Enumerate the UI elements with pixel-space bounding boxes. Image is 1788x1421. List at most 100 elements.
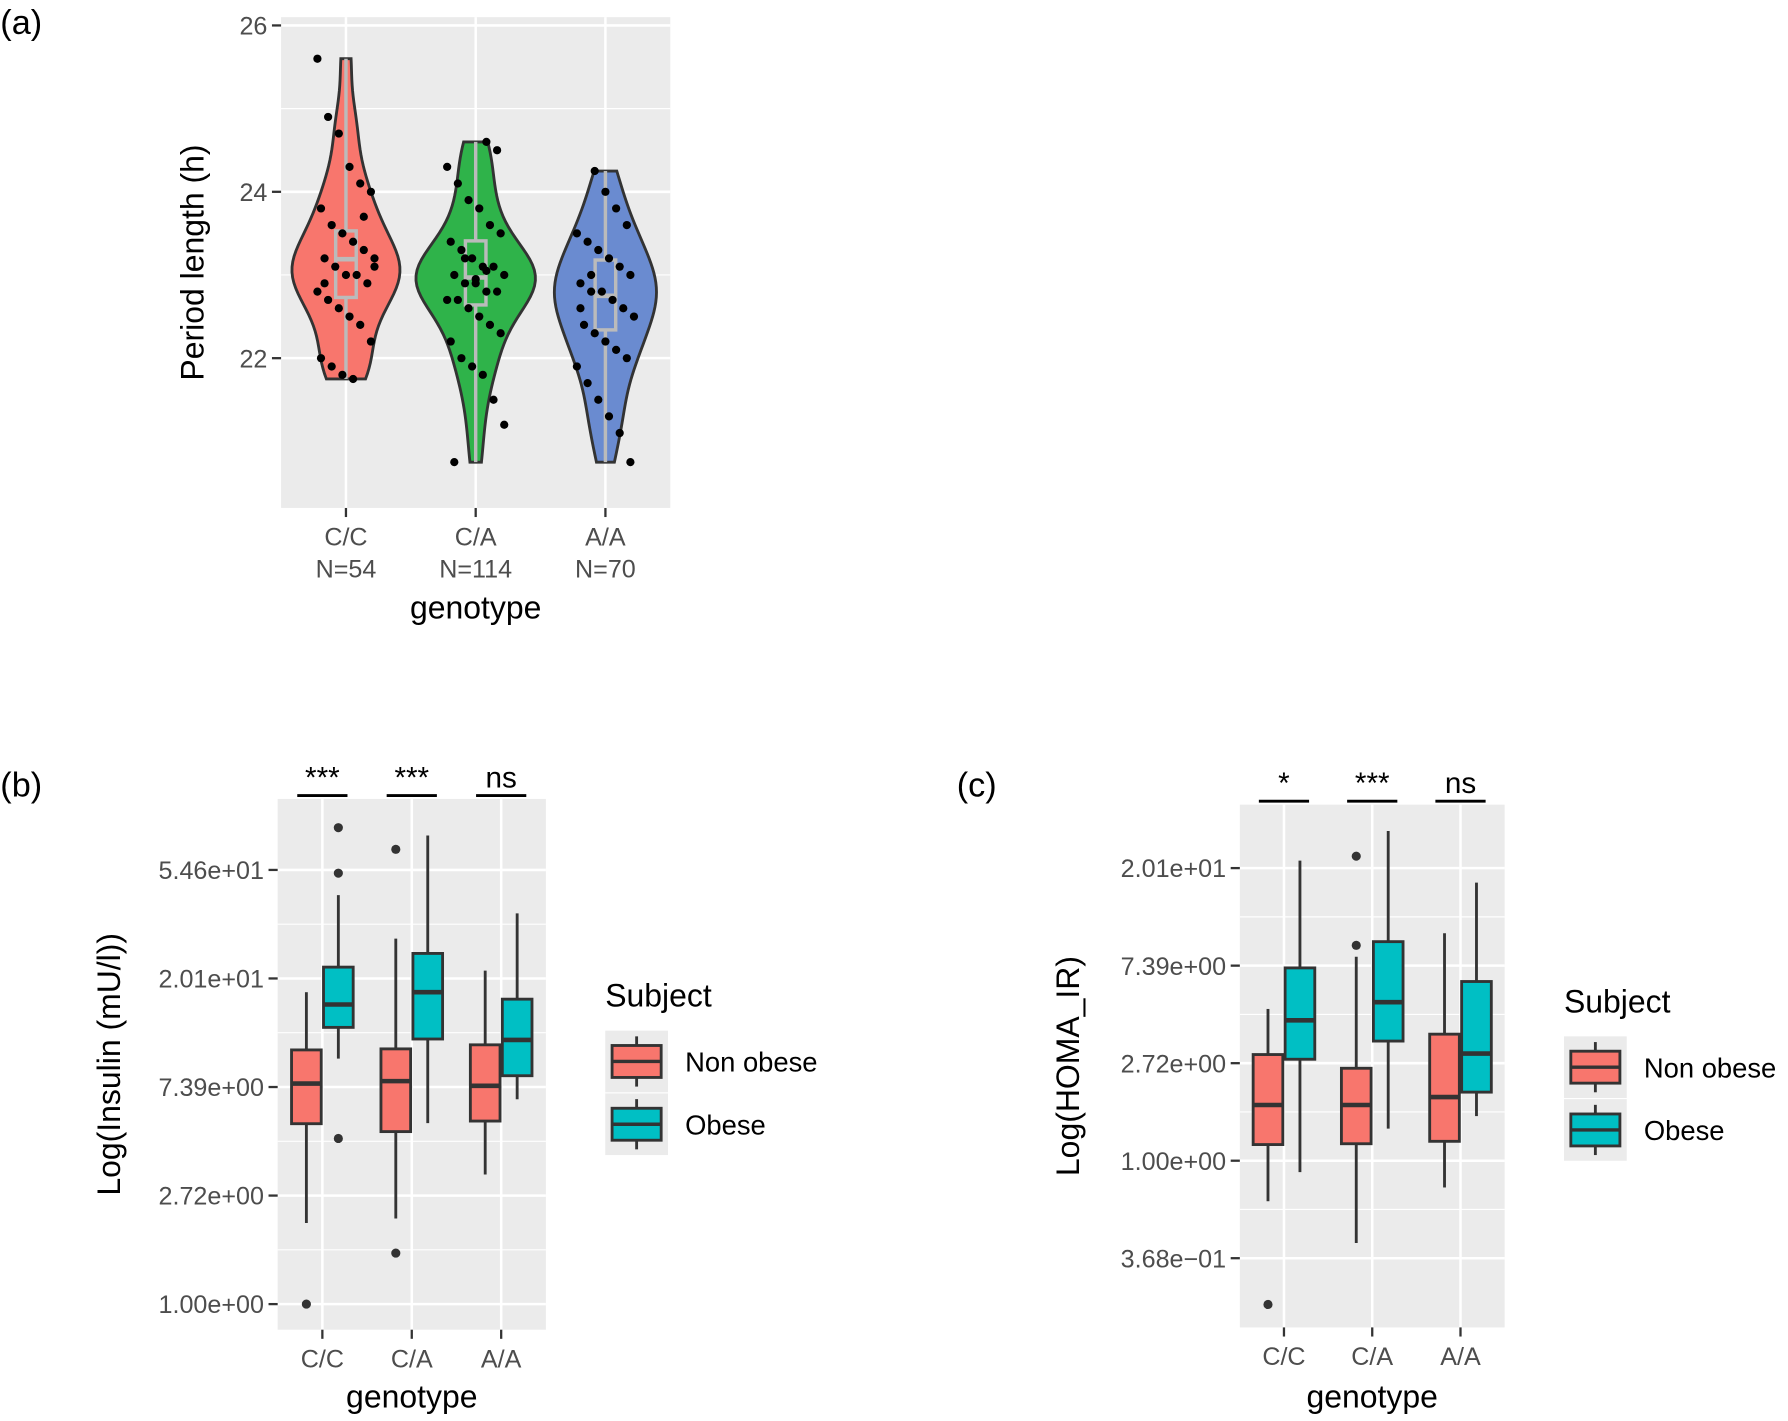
point [489,395,498,404]
point [345,162,354,171]
point [485,220,495,230]
legend-label: Non obese [1644,1052,1776,1083]
point [622,354,631,363]
x-tick-count: N=114 [439,556,512,584]
box [1371,940,1405,1043]
y-tick-label: 2.72e+00 [159,1183,264,1211]
x-tick-count: N=54 [316,556,377,584]
x-tick-label: C/A [1351,1343,1393,1371]
point [338,229,347,238]
y-tick-label: 1.00e+00 [1121,1148,1226,1176]
y-tick-label: 2.72e+00 [1121,1050,1226,1078]
y-tick-label: 7.39e+00 [1121,953,1226,981]
point [453,179,462,188]
point [500,270,509,280]
outlier [1351,851,1361,861]
point [604,412,614,421]
point [370,262,379,271]
point [334,304,343,313]
point [492,146,502,155]
outlier [301,1299,311,1309]
point [366,187,376,196]
x-tick-label: A/A [481,1345,522,1373]
point [324,295,333,305]
point [601,187,610,196]
point [468,254,477,263]
point [356,320,365,330]
point [576,279,585,288]
point [590,166,599,176]
panel-label: (c) [957,767,997,805]
point [492,287,502,296]
point [450,270,459,280]
outlier [333,823,343,833]
point [313,54,322,63]
point [482,287,491,296]
point [626,270,635,280]
point [324,112,333,122]
legend-title: Subject [605,978,712,1014]
point [356,179,365,188]
legend-label: Non obese [685,1047,817,1078]
y-tick-label: 2.01e+01 [1121,855,1226,883]
outlier [333,1133,343,1144]
point [338,370,347,379]
x-tick-label: A/A [585,524,626,552]
point [363,279,372,288]
point [457,245,466,255]
box [500,997,534,1078]
box [1428,1032,1461,1143]
x-tick-label: C/C [301,1345,344,1373]
point [629,312,639,321]
x-tick-label: A/A [1440,1343,1481,1371]
point [370,254,379,263]
point [475,204,484,213]
box [411,952,445,1041]
point [460,279,470,288]
y-tick-label: 1.00e+00 [159,1291,264,1319]
point [485,320,495,330]
point [572,229,581,238]
y-axis-title: Period length (h) [174,144,210,380]
y-tick-label: 2.01e+01 [159,966,264,994]
point [597,287,606,296]
box [379,1047,413,1134]
point [478,370,487,379]
point [446,337,455,346]
y-tick-label: 22 [239,345,267,373]
point [457,354,466,363]
outlier [1263,1299,1273,1310]
point [500,420,509,429]
x-tick-label: C/A [455,524,497,552]
point [331,262,340,271]
point [334,129,343,138]
y-tick-label: 7.39e+00 [159,1074,264,1102]
point [327,362,336,371]
y-tick-label: 3.68e−01 [1121,1245,1226,1273]
point [572,362,581,371]
panel-label: (b) [0,767,42,805]
point [489,262,498,271]
point [359,212,368,221]
point [482,266,491,275]
x-tick-label: C/C [324,524,367,552]
point [622,220,631,230]
point [460,254,470,263]
legend-label: Obese [1644,1115,1725,1146]
annotation: *** [1355,767,1390,800]
outlier [391,1248,401,1258]
point [320,279,329,288]
point [446,237,455,246]
point [626,458,635,467]
point [453,295,462,305]
point [615,262,624,271]
point [619,304,628,313]
point [352,270,361,280]
legend-label: Obese [685,1110,766,1141]
point [496,329,505,338]
legend-title: Subject [1564,983,1671,1019]
point [612,345,621,354]
point [482,137,491,147]
point [348,237,358,246]
point [496,229,505,238]
